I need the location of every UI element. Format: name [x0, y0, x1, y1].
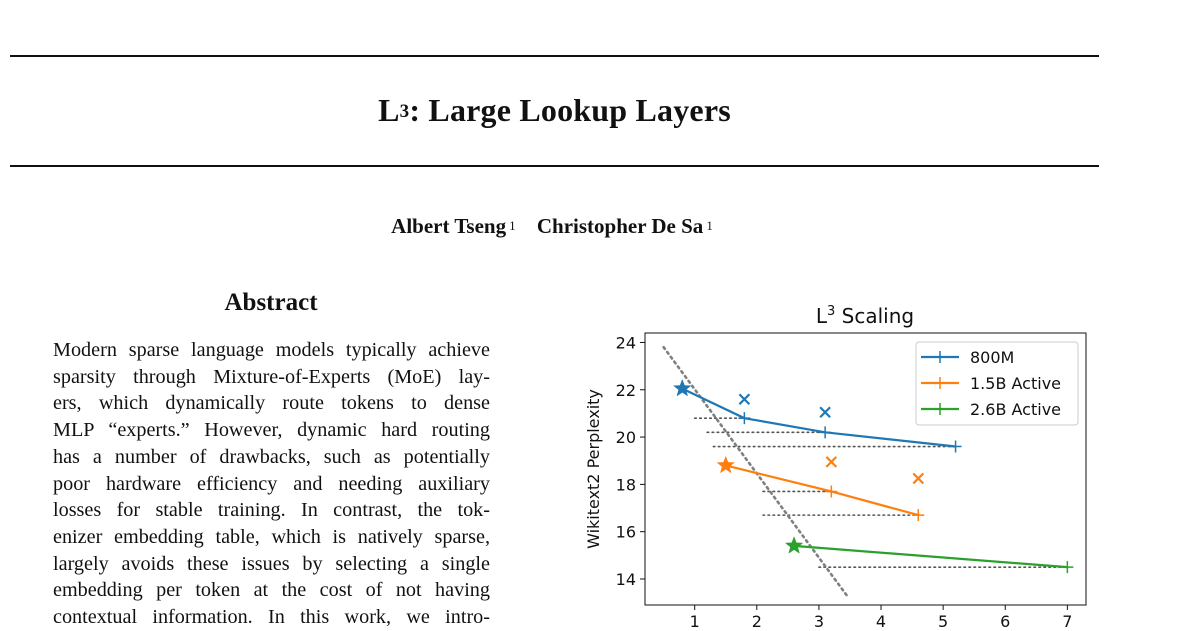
cross-marker — [819, 406, 831, 419]
legend-label: 800M — [970, 348, 1014, 367]
plot-frame — [644, 332, 1087, 606]
author-name: Albert Tseng — [391, 214, 507, 238]
y-tick-label: 14 — [616, 570, 636, 589]
series-line — [793, 544, 1068, 569]
cross-marker — [912, 472, 925, 485]
series-point — [912, 509, 925, 522]
legend-label: 1.5B Active — [970, 374, 1061, 393]
frontier-line — [662, 345, 849, 597]
x-tick-label: 7 — [1062, 612, 1072, 630]
author-list: Albert Tseng 1 Christopher De Sa 1 — [0, 214, 1104, 239]
series-line — [725, 464, 919, 517]
title-main: L — [378, 92, 400, 128]
chart-title-main: L — [816, 304, 828, 328]
abstract-body: Modern sparse language models typically … — [53, 337, 490, 631]
y-tick-label: 16 — [616, 523, 636, 542]
y-tick-label: 20 — [616, 428, 636, 447]
y-tick-label: 24 — [616, 333, 636, 352]
x-tick-label: 6 — [1000, 612, 1010, 630]
x-tick-label: 4 — [876, 612, 886, 630]
author-1: Albert Tseng 1 — [391, 214, 515, 238]
y-axis-label: Wikitext2 Perplexity — [584, 389, 603, 549]
chart-title-superscript: 3 — [827, 304, 835, 319]
chart-title: L3 Scaling — [816, 304, 914, 328]
star-marker — [673, 378, 692, 397]
series-point — [825, 485, 838, 498]
abstract-line: ers, which dynamically route tokens to d… — [53, 392, 490, 415]
series-point — [819, 426, 832, 439]
abstract-heading: Abstract — [224, 289, 318, 316]
x-tick-label: 5 — [938, 612, 948, 630]
legend-box — [915, 341, 1079, 426]
legend-label: 2.6B Active — [970, 400, 1061, 419]
abstract-line: MLP “experts.” However, dynamic hard rou… — [53, 419, 490, 442]
author-affiliation: 1 — [509, 218, 516, 233]
abstract-line: poor hardware efficiency and needing aux… — [53, 472, 490, 495]
cross-marker — [738, 393, 751, 406]
title-superscript: 3 — [399, 101, 410, 122]
series-point — [738, 412, 751, 425]
scaling-chart: L3 Scaling Wikitext2 Perplexity 1 2 3 4 5 6 71… — [584, 304, 1087, 630]
star-marker — [784, 536, 804, 554]
paper-title: L3: Large Lookup Layers — [0, 92, 1109, 129]
title-rest: : Large Lookup Layers — [409, 92, 731, 128]
y-tick-label: 18 — [616, 475, 636, 494]
abstract-line: contextual information. In this work, we… — [53, 606, 490, 629]
author-affiliation: 1 — [706, 218, 713, 233]
star-marker — [716, 455, 735, 474]
abstract-line: sparsity through Mixture-of-Experts (MoE… — [53, 365, 490, 388]
x-tick-label: 3 — [814, 612, 824, 630]
series-line — [681, 387, 956, 448]
abstract-line: enizer embedding table, which is nativel… — [53, 525, 490, 548]
x-tick-label: 2 — [752, 612, 762, 630]
abstract-line: embedding per token at the cost of not h… — [53, 579, 490, 602]
title-rule-top — [10, 55, 1099, 57]
abstract-line: Modern sparse language models typically … — [53, 339, 490, 361]
title-rule-bottom — [10, 165, 1099, 167]
x-tick-label: 1 — [690, 612, 700, 630]
author-2: Christopher De Sa 1 — [537, 214, 713, 238]
y-tick-label: 22 — [616, 381, 636, 400]
cross-marker — [825, 456, 838, 468]
abstract-line: has a number of drawbacks, such as poten… — [53, 445, 490, 468]
abstract-line: losses for stable training. In contrast,… — [53, 499, 490, 522]
abstract-line: largely avoids these issues by selecting… — [53, 552, 490, 575]
plot-area: 1 2 3 4 5 6 7 14 16 18 20 22 24 800M 1.5B Active 2.6B A… — [616, 332, 1087, 630]
author-name: Christopher De Sa — [536, 214, 704, 238]
series-point — [949, 440, 962, 453]
series-point — [1061, 561, 1074, 574]
chart-title-rest: Scaling — [835, 304, 914, 328]
